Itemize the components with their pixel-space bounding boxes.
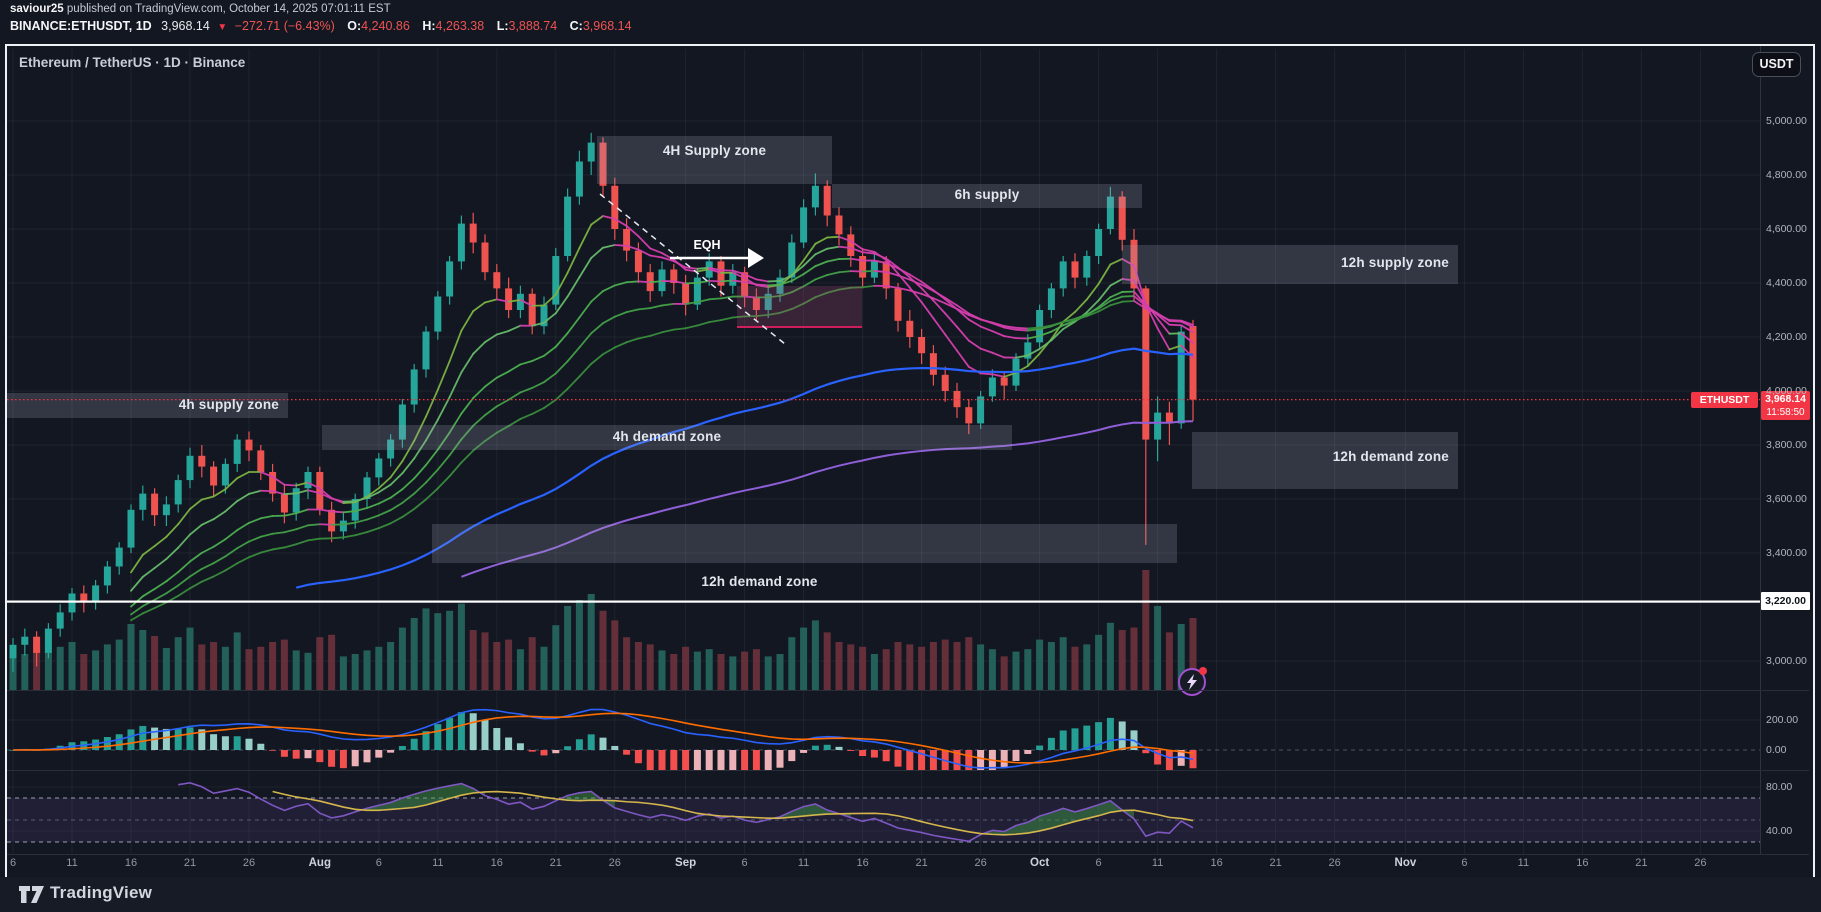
bar-countdown: 11:58:50 xyxy=(1766,407,1805,418)
time-tick-label: Nov xyxy=(1394,857,1417,869)
time-tick-label: 11 xyxy=(432,857,444,869)
price-change: −272.71 (−6.43%) xyxy=(234,19,335,33)
time-tick-label: 21 xyxy=(549,857,562,869)
time-tick-label: 11 xyxy=(1151,857,1164,869)
time-tick-label: 16 xyxy=(124,857,138,869)
time-tick-label: Sep xyxy=(675,857,697,869)
low-value: 3,888.74 xyxy=(508,19,558,33)
price-axis[interactable]: 3,968.14 11:58:50 3,220.00 5,000.00 4,800… xyxy=(1760,46,1810,854)
current-price-axis-chip: 3,968.14 11:58:50 xyxy=(1761,391,1810,420)
time-tick-label: 16 xyxy=(490,857,503,869)
down-triangle-icon: ▼ xyxy=(217,22,228,33)
axis-tick-label: 3,000.00 xyxy=(1766,655,1807,667)
bottom-brand-bar: TradingView xyxy=(0,877,1821,912)
low-label: L: xyxy=(496,19,509,33)
time-tick-label: 26 xyxy=(974,857,987,869)
chart-canvas[interactable] xyxy=(7,46,1760,854)
high-value: 4,263.38 xyxy=(435,19,485,33)
close-label: C: xyxy=(569,19,583,33)
close-value: 3,968.14 xyxy=(582,19,632,33)
time-tick-label: 21 xyxy=(1635,857,1648,869)
open-label: O: xyxy=(347,19,362,33)
time-tick-label: 26 xyxy=(1328,857,1341,869)
axis-tick-label: 4,000.00 xyxy=(1766,385,1807,397)
time-tick-label: 16 xyxy=(1210,857,1223,869)
time-tick-label: 26 xyxy=(608,857,621,869)
axis-tick-label: 80.00 xyxy=(1766,781,1793,793)
current-price-value: 3,968.14 xyxy=(1765,393,1806,405)
lightning-quick-action-icon[interactable] xyxy=(1178,667,1207,696)
time-tick-label: 26 xyxy=(242,857,256,869)
symbol-ohlc-line: BINANCE:ETHUSDT, 1D 3,968.14 ▼ −272.71 (… xyxy=(10,18,632,35)
last-price: 3,968.14 xyxy=(161,19,210,33)
time-tick-label: 21 xyxy=(183,857,197,869)
chart-frame: Ethereum / TetherUS · 1D · Binance 4H Su… xyxy=(5,44,1815,881)
time-tick-label: 6 xyxy=(9,857,17,869)
axis-tick-label: 4,800.00 xyxy=(1766,169,1807,181)
currency-toggle-button[interactable]: USDT xyxy=(1752,52,1801,77)
axis-tick-label: 4,400.00 xyxy=(1766,277,1807,289)
marked-level-chip: 3,220.00 xyxy=(1761,592,1810,610)
author-name: saviour25 xyxy=(10,3,64,15)
time-tick-label: 21 xyxy=(915,857,928,869)
time-tick-label: 16 xyxy=(1576,857,1589,869)
axis-tick-label: 5,000.00 xyxy=(1766,115,1807,127)
publish-info: published on TradingView.com, October 14… xyxy=(66,3,391,15)
time-tick-label: 11 xyxy=(797,857,810,869)
time-axis[interactable]: 6 11 16 21 26 Aug 6 11 16 21 26 Sep 6 11 16 21 26 Oct 6 11 1… xyxy=(7,854,1760,875)
tradingview-logo-icon xyxy=(19,886,44,903)
time-tick-label: 21 xyxy=(1269,857,1282,869)
time-tick-label: 6 xyxy=(1095,857,1102,869)
axis-tick-label: 4,200.00 xyxy=(1766,331,1807,343)
time-tick-label: 26 xyxy=(1694,857,1707,869)
chart-plot-area[interactable]: Ethereum / TetherUS · 1D · Binance 4H Su… xyxy=(7,46,1760,854)
axis-tick-label: 3,400.00 xyxy=(1766,547,1807,559)
time-tick-label: 6 xyxy=(1461,857,1468,869)
time-tick-label: 11 xyxy=(66,857,78,869)
time-tick-label: 6 xyxy=(375,857,382,869)
axis-tick-label: 3,600.00 xyxy=(1766,493,1807,505)
axis-tick-label: 200.00 xyxy=(1766,714,1799,726)
time-tick-label: 11 xyxy=(1517,857,1530,869)
time-tick-label: 16 xyxy=(856,857,869,869)
publish-header: saviour25 published on TradingView.com, … xyxy=(10,2,632,35)
time-tick-label: 6 xyxy=(741,857,748,869)
tradingview-brand-text: TradingView xyxy=(50,883,153,902)
open-value: 4,240.86 xyxy=(361,19,410,33)
lightning-bolt-glyph xyxy=(1187,674,1197,690)
axis-tick-label: 40.00 xyxy=(1766,825,1793,837)
axis-tick-label: 3,800.00 xyxy=(1766,439,1807,451)
pane-separator-1[interactable] xyxy=(7,690,1809,691)
time-tick-label: Oct xyxy=(1030,857,1050,869)
high-label: H: xyxy=(422,19,436,33)
notification-dot xyxy=(1199,667,1207,675)
publish-line: saviour25 published on TradingView.com, … xyxy=(10,2,632,17)
time-tick-label: Aug xyxy=(308,857,331,869)
symbol-name: BINANCE:ETHUSDT, 1D xyxy=(10,19,152,33)
pane-separator-2[interactable] xyxy=(7,770,1809,771)
pane-separator-3 xyxy=(7,854,1809,855)
axis-tick-label: 0.00 xyxy=(1766,744,1787,756)
axis-tick-label: 4,600.00 xyxy=(1766,223,1807,235)
